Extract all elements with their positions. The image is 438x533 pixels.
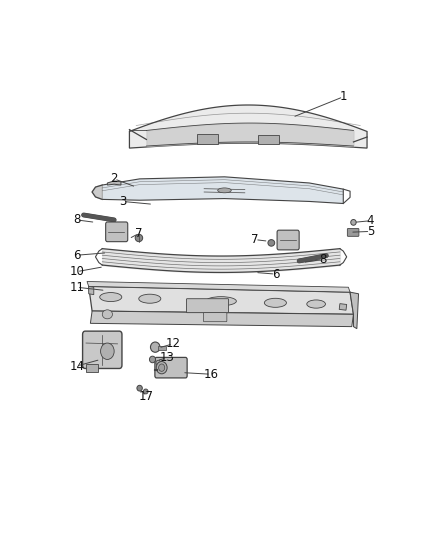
Text: 1: 1: [339, 90, 347, 103]
Text: 12: 12: [166, 337, 180, 350]
FancyBboxPatch shape: [158, 345, 166, 350]
Ellipse shape: [101, 343, 114, 359]
FancyBboxPatch shape: [203, 313, 227, 322]
Ellipse shape: [143, 389, 148, 394]
Ellipse shape: [139, 294, 161, 303]
FancyBboxPatch shape: [155, 358, 187, 378]
Ellipse shape: [206, 297, 237, 306]
FancyBboxPatch shape: [86, 365, 98, 372]
Polygon shape: [88, 286, 353, 314]
Text: 16: 16: [203, 368, 219, 381]
Text: 8: 8: [73, 213, 81, 227]
Ellipse shape: [265, 298, 286, 308]
FancyBboxPatch shape: [187, 298, 229, 313]
Ellipse shape: [156, 360, 161, 365]
Text: 11: 11: [69, 281, 84, 294]
Text: 17: 17: [138, 390, 153, 403]
Ellipse shape: [102, 310, 113, 319]
Polygon shape: [130, 105, 367, 148]
Text: 6: 6: [73, 249, 81, 262]
Text: 5: 5: [367, 225, 374, 238]
Text: 6: 6: [272, 268, 279, 280]
Ellipse shape: [159, 364, 165, 372]
Text: 4: 4: [367, 214, 374, 227]
Text: 7: 7: [251, 233, 259, 246]
FancyBboxPatch shape: [277, 230, 299, 250]
Ellipse shape: [151, 342, 160, 352]
Text: 7: 7: [135, 227, 143, 240]
Text: 10: 10: [69, 265, 84, 278]
Polygon shape: [88, 286, 94, 295]
Ellipse shape: [149, 356, 155, 363]
FancyBboxPatch shape: [258, 135, 279, 144]
Polygon shape: [92, 185, 102, 199]
Polygon shape: [102, 177, 343, 204]
Ellipse shape: [268, 240, 275, 246]
Ellipse shape: [137, 385, 142, 391]
Ellipse shape: [351, 220, 356, 225]
Polygon shape: [350, 292, 359, 329]
Ellipse shape: [100, 293, 122, 302]
Text: 3: 3: [119, 195, 126, 208]
FancyBboxPatch shape: [83, 331, 122, 368]
Text: 13: 13: [159, 351, 174, 365]
FancyBboxPatch shape: [106, 222, 128, 241]
FancyBboxPatch shape: [347, 229, 359, 236]
Ellipse shape: [156, 361, 167, 374]
Text: 8: 8: [319, 253, 327, 266]
Text: 14: 14: [69, 360, 84, 373]
Polygon shape: [90, 311, 353, 327]
Ellipse shape: [135, 235, 143, 241]
Text: 2: 2: [110, 172, 118, 185]
Ellipse shape: [307, 300, 325, 308]
Polygon shape: [107, 181, 121, 185]
Polygon shape: [87, 281, 350, 292]
Ellipse shape: [218, 188, 231, 193]
FancyBboxPatch shape: [197, 134, 218, 144]
Polygon shape: [339, 304, 346, 310]
